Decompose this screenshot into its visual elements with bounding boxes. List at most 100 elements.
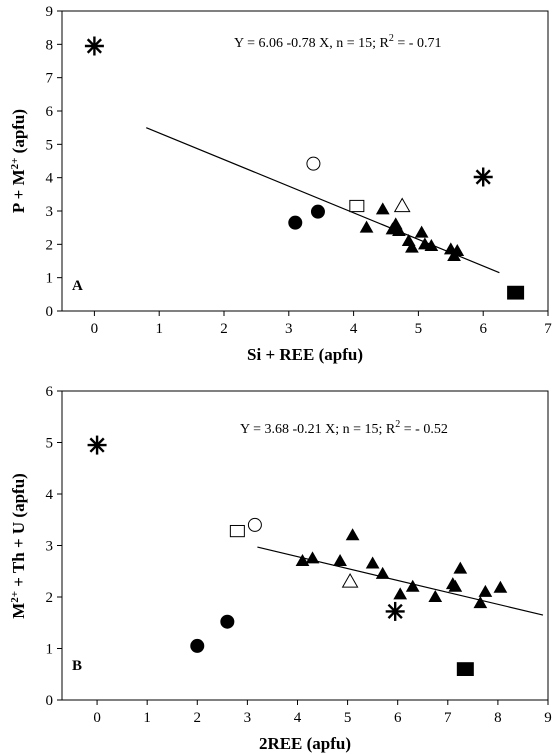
data-point-filled-circle: [310, 204, 325, 219]
x-tick-label: 6: [479, 321, 487, 337]
data-point-filled-triangle: [333, 553, 347, 566]
y-tick-label: 8: [46, 37, 54, 53]
x-tick-label: 4: [350, 321, 358, 337]
filled-triangle-shape: [393, 587, 408, 600]
y-tick-label: 3: [46, 539, 54, 555]
x-tick-label: 7: [444, 710, 452, 726]
data-point-open-triangle: [341, 573, 359, 588]
data-point-filled-triangle: [393, 587, 408, 600]
filled-triangle-shape: [414, 225, 429, 238]
data-point-open-circle: [247, 517, 262, 532]
data-point-filled-triangle: [450, 243, 465, 256]
data-point-asterisk: [473, 167, 493, 187]
filled-triangle-shape: [375, 566, 390, 579]
x-tick-label: 3: [285, 321, 293, 337]
data-point-filled-triangle: [295, 553, 310, 566]
x-tick-label: 7: [544, 321, 552, 337]
data-point-filled-circle: [190, 638, 205, 653]
x-axis-ticks: 0 1 2 3 4 5 6 7 8 9: [93, 700, 552, 726]
data-point-filled-square: [456, 662, 474, 677]
data-point-filled-triangle: [345, 528, 360, 541]
x-tick-label: 6: [394, 710, 402, 726]
y-tick-label: 2: [46, 237, 54, 253]
x-tick-label: 0: [93, 710, 101, 726]
y-tick-label: 6: [46, 104, 54, 120]
filled-circle-shape: [190, 638, 205, 653]
data-point-filled-triangle: [493, 580, 508, 593]
data-point-asterisk: [87, 435, 107, 455]
y-tick-label: 5: [46, 137, 54, 153]
open-triangle-shape: [393, 197, 411, 213]
panel-b: 0 1 2 3 4 5 6 0 1 2 3 4 5 6 7 8 9 Y = 3.68 -0.21 X; n =…: [9, 384, 552, 753]
x-tick-label: 8: [494, 710, 502, 726]
y-tick-label: 1: [46, 271, 54, 287]
filled-triangle-shape: [453, 561, 468, 574]
data-point-filled-triangle: [478, 584, 493, 597]
filled-triangle-shape: [295, 553, 310, 566]
filled-circle-shape: [220, 614, 235, 629]
regression-equation: Y = 3.68 -0.21 X; n = 15; R2 = - 0.52: [240, 419, 448, 437]
y-tick-label: 3: [46, 204, 54, 220]
data-point-filled-triangle: [414, 225, 429, 238]
y-tick-label: 4: [46, 487, 54, 503]
x-tick-label: 9: [544, 710, 552, 726]
open-square-shape: [229, 524, 245, 538]
filled-triangle-shape: [375, 202, 390, 215]
filled-triangle-shape: [493, 580, 508, 593]
filled-triangle-shape: [392, 223, 406, 236]
y-tick-label: 0: [46, 304, 54, 320]
filled-triangle-shape: [473, 596, 488, 609]
x-axis-label: Si + REE (apfu): [247, 345, 363, 364]
open-circle-shape: [306, 156, 321, 171]
data-point-open-circle: [306, 156, 321, 171]
y-tick-label: 7: [46, 71, 54, 87]
data-point-filled-triangle: [305, 551, 320, 564]
filled-triangle-shape: [359, 220, 374, 233]
data-point-filled-triangle: [453, 561, 468, 574]
x-tick-label: 2: [194, 710, 202, 726]
y-axis-label: M2+ + Th + U (apfu): [9, 473, 28, 619]
data-point-open-square: [229, 524, 245, 538]
x-axis-label: 2REE (apfu): [259, 734, 351, 753]
data-point-filled-triangle: [375, 202, 390, 215]
x-axis-ticks: 0 1 2 3 4 5 6 7: [91, 311, 552, 337]
y-tick-label: 9: [46, 4, 54, 20]
data-point-open-square: [349, 199, 365, 213]
filled-triangle-shape: [478, 584, 493, 597]
x-tick-label: 0: [91, 321, 99, 337]
filled-triangle-shape: [450, 243, 465, 256]
y-tick-label: 5: [46, 436, 54, 452]
asterisk-stroke: [86, 38, 102, 54]
data-point-filled-triangle: [405, 240, 419, 253]
x-tick-label: 1: [155, 321, 163, 337]
data-point-filled-triangle: [448, 579, 463, 592]
data-point-filled-triangle: [392, 223, 406, 236]
regression-equation: Y = 6.06 -0.78 X, n = 15; R2 = - 0.71: [234, 33, 441, 51]
plot-frame: [61, 10, 549, 312]
filled-triangle-shape: [345, 528, 360, 541]
y-tick-label: 2: [46, 590, 54, 606]
data-point-filled-triangle: [428, 589, 443, 602]
data-point-filled-triangle: [365, 556, 380, 569]
y-axis-label: P + M2+ (apfu): [9, 109, 28, 213]
y-tick-label: 0: [46, 693, 54, 709]
open-circle-shape: [247, 517, 262, 532]
regression-line: [146, 127, 500, 274]
data-point-filled-circle: [220, 614, 235, 629]
data-point-filled-square: [507, 285, 525, 300]
filled-triangle-shape: [305, 551, 320, 564]
filled-triangle-shape: [333, 553, 347, 566]
filled-triangle-shape: [405, 579, 420, 592]
data-points: [87, 435, 508, 677]
data-points: [84, 36, 525, 300]
filled-square-shape: [507, 285, 525, 300]
y-tick-label: 4: [46, 171, 54, 187]
x-tick-label: 1: [143, 710, 151, 726]
data-point-filled-triangle: [473, 596, 488, 609]
filled-circle-shape: [288, 215, 303, 230]
x-tick-label: 5: [415, 321, 423, 337]
x-tick-label: 3: [244, 710, 252, 726]
panel-a: 0 1 2 3 4 5 6 7 8 9 0 1 2 3 4 5 6 7 Y = 6.06 -0.78 X, n …: [9, 4, 552, 364]
filled-triangle-shape: [365, 556, 380, 569]
